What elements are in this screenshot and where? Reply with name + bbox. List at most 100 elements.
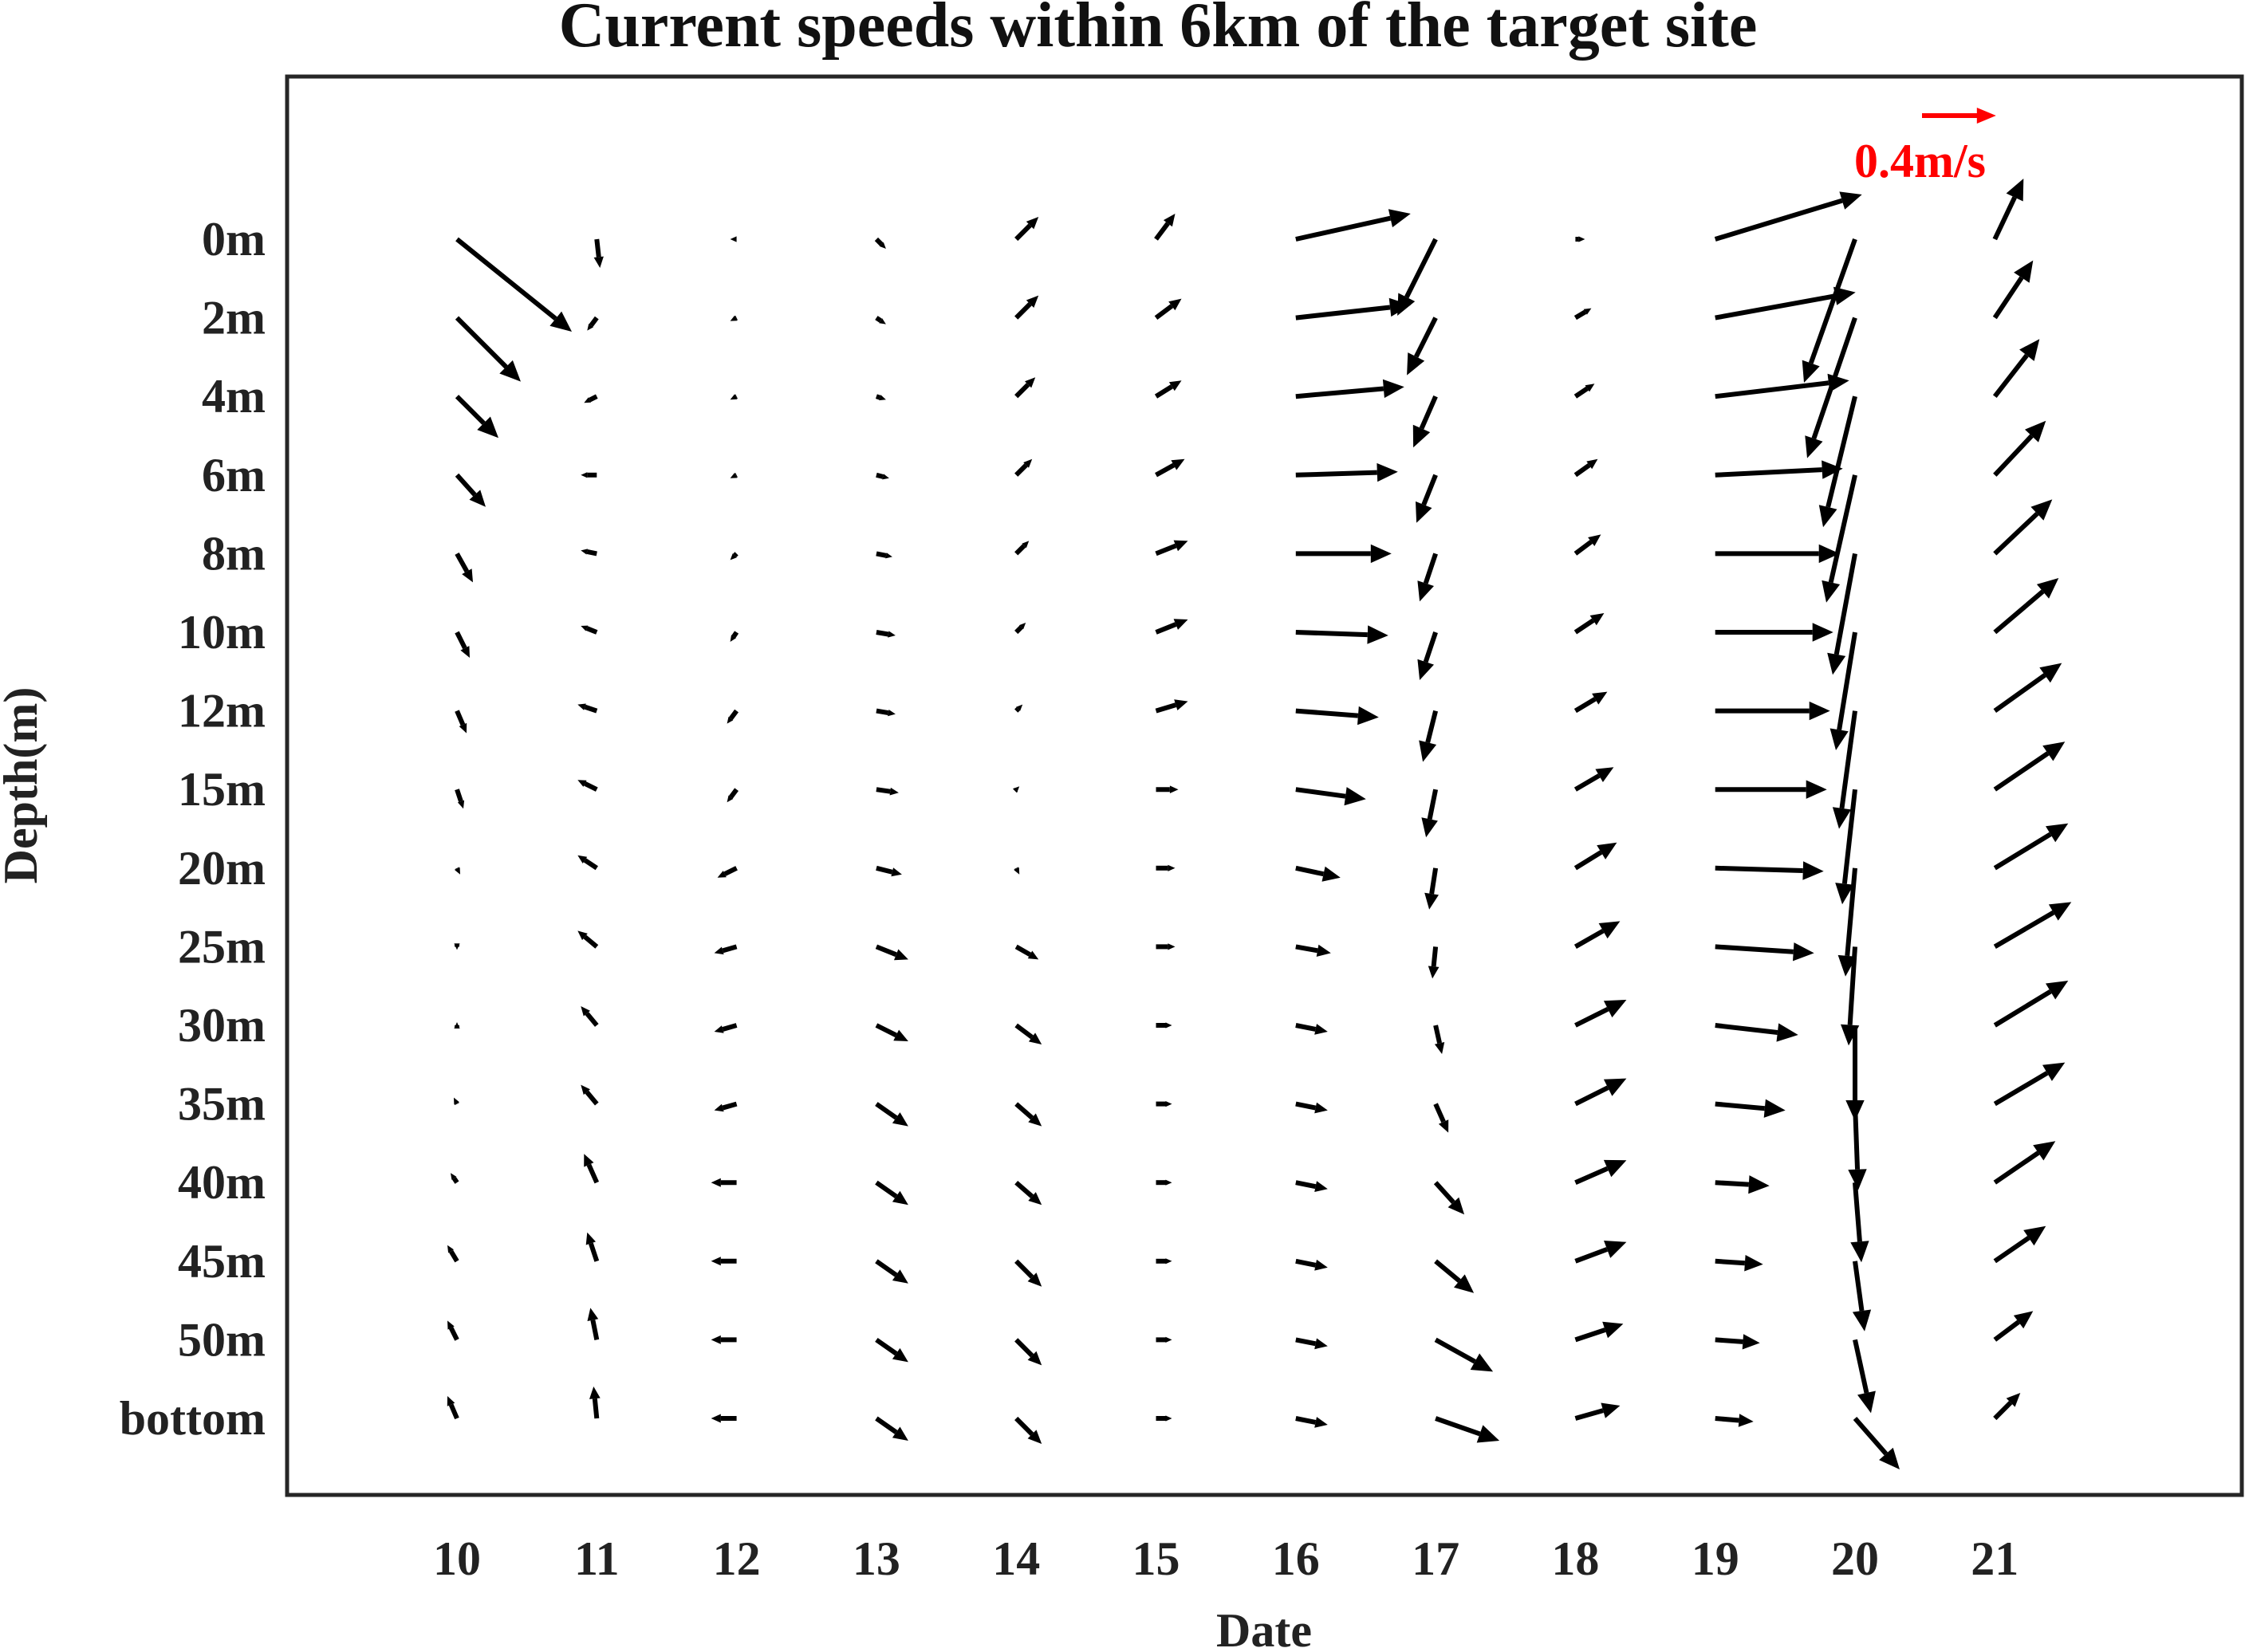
velocity-vector-head [1025, 377, 1036, 388]
y-tick-label: 8m [202, 527, 266, 580]
velocity-vector-head [1583, 308, 1592, 315]
velocity-vector [447, 1396, 459, 1420]
velocity-vector-shaft [1993, 1320, 2020, 1342]
velocity-vector [1822, 474, 1857, 603]
velocity-vector-shaft [1434, 1259, 1461, 1283]
velocity-vector [577, 780, 598, 792]
velocity-vector-head [447, 1320, 455, 1330]
velocity-vector-head [1763, 1099, 1786, 1118]
velocity-vector-shaft [1295, 386, 1384, 399]
velocity-vector [1156, 943, 1176, 950]
velocity-vector-head [1417, 659, 1434, 680]
velocity-vector-head [1314, 1102, 1328, 1114]
velocity-vector-shaft [1404, 238, 1438, 299]
velocity-vector-shaft [1014, 625, 1023, 635]
velocity-vector-head [1604, 1241, 1627, 1258]
velocity-vector [454, 1022, 460, 1029]
velocity-vector [1014, 704, 1023, 713]
velocity-vector [875, 1102, 908, 1127]
velocity-vector-shaft [1154, 304, 1174, 321]
velocity-vector-head [457, 800, 465, 809]
velocity-vector [1014, 377, 1036, 399]
velocity-vector-head [892, 1190, 908, 1206]
velocity-vector-head [2046, 981, 2069, 1000]
velocity-vector-head [1316, 944, 1331, 957]
velocity-vector [1014, 623, 1026, 635]
velocity-vector-head [1852, 1309, 1872, 1331]
velocity-vector-shaft [585, 626, 598, 635]
velocity-vector-shaft [455, 789, 463, 803]
velocity-vector [581, 549, 597, 557]
velocity-vector-shaft [1014, 1102, 1034, 1120]
velocity-vector-head [447, 1396, 455, 1406]
velocity-vector [1573, 308, 1592, 321]
velocity-vector-shaft [1839, 710, 1857, 809]
velocity-vector-shaft [1574, 1408, 1604, 1421]
velocity-vector-shaft [455, 237, 557, 321]
velocity-vector [1715, 861, 1824, 880]
velocity-vector [1835, 789, 1857, 905]
velocity-vector-head [1388, 209, 1411, 228]
y-tick-label: 50m [178, 1313, 266, 1366]
velocity-vector-shaft [590, 1320, 600, 1340]
velocity-vector [1295, 865, 1341, 882]
velocity-vector-shaft [729, 788, 738, 799]
velocity-vector [1295, 1101, 1328, 1114]
velocity-vector-head [1829, 728, 1849, 750]
velocity-vector [587, 1308, 600, 1340]
velocity-vector [1818, 395, 1857, 528]
velocity-vector-shaft [1423, 553, 1438, 584]
velocity-vector-shaft [1155, 543, 1177, 557]
velocity-vector [1155, 619, 1188, 635]
y-tick-label: 25m [178, 920, 266, 973]
velocity-vector [1156, 1336, 1172, 1343]
velocity-vector-head [1827, 652, 1846, 675]
velocity-vector-shaft [875, 1180, 898, 1199]
velocity-vector-shaft [1295, 1180, 1317, 1190]
velocity-vector-shaft [1573, 462, 1591, 478]
velocity-vector-head [1802, 861, 1824, 880]
velocity-vector [454, 1097, 459, 1105]
velocity-vector-head [1744, 1255, 1763, 1272]
velocity-vector [1848, 1103, 1867, 1190]
velocity-vector [1715, 544, 1840, 564]
velocity-vector-head [454, 1022, 460, 1029]
velocity-vector [1433, 1025, 1445, 1054]
velocity-vector [1573, 534, 1601, 556]
velocity-vector-shaft [1433, 1181, 1455, 1205]
velocity-vector [874, 237, 886, 249]
velocity-vector [875, 316, 886, 324]
velocity-vector [875, 1180, 908, 1206]
velocity-vector [730, 236, 737, 242]
x-tick-labels: 10 11 12 13 14 15 16 17 18 19 20 21 [433, 1532, 2019, 1585]
velocity-vector-head [1748, 1175, 1770, 1194]
y-tick-label: 35m [178, 1078, 266, 1131]
velocity-vector [1715, 780, 1827, 799]
velocity-vector [876, 708, 896, 717]
velocity-vector [730, 473, 738, 478]
velocity-vector-shaft [875, 1259, 898, 1277]
velocity-vector-shaft [733, 552, 738, 557]
velocity-vector-head [730, 236, 737, 242]
velocity-vector [1419, 710, 1439, 762]
velocity-vector-shaft [1853, 1103, 1861, 1170]
velocity-vector [1155, 458, 1185, 478]
velocity-vector-shaft [1715, 865, 1803, 874]
velocity-vector [1435, 1416, 1500, 1443]
velocity-vector-shaft [1014, 1416, 1034, 1436]
velocity-vector-shaft [1014, 1259, 1034, 1279]
velocity-vector-head [2036, 578, 2059, 599]
velocity-vector-shaft [1853, 1417, 1889, 1456]
velocity-vector-shaft [1715, 944, 1794, 954]
velocity-vector-shaft [589, 1242, 600, 1262]
velocity-vector-head [727, 717, 734, 724]
velocity-vector [1993, 1311, 2034, 1342]
velocity-vector-shaft [1295, 944, 1318, 954]
velocity-vector-head [1428, 966, 1440, 979]
velocity-vector-shaft [1425, 710, 1439, 744]
velocity-vector [581, 472, 597, 478]
velocity-vector [1295, 1258, 1328, 1271]
velocity-vector-shaft [1993, 1401, 2013, 1421]
velocity-vector [1154, 380, 1182, 399]
velocity-vector-shaft [1715, 293, 1836, 321]
